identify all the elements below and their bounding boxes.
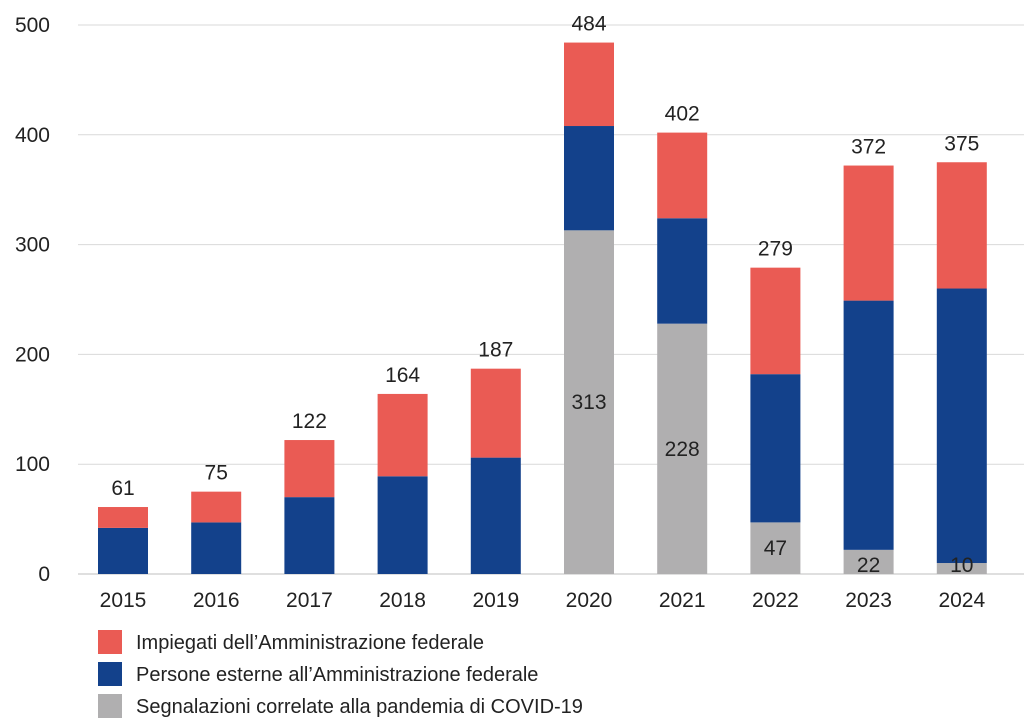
x-tick-label: 2022 (752, 589, 799, 612)
bar-segment (564, 230, 614, 575)
x-tick-label: 2015 (100, 589, 147, 612)
total-value-label: 164 (385, 364, 420, 387)
bar-segment (191, 522, 242, 574)
bar-segment (377, 476, 428, 574)
x-tick-label: 2023 (845, 589, 892, 612)
bar-segment (750, 522, 801, 574)
bar-segment (564, 126, 614, 231)
total-value-label: 61 (111, 477, 134, 500)
bar-segment (470, 368, 521, 458)
x-tick-label: 2020 (566, 589, 613, 612)
y-tick-label: 500 (15, 14, 50, 37)
bar-segment (564, 42, 614, 127)
bar-labels: 61 75 122 164 187 313 484 228 402 47 279 22 372 10 375 (111, 13, 979, 577)
segment-value-label: 228 (665, 438, 700, 461)
legend-swatch (98, 630, 122, 654)
x-tick-label: 2017 (286, 589, 333, 612)
bar-segment (750, 267, 801, 375)
x-tick-label: 2018 (379, 589, 426, 612)
total-value-label: 279 (758, 238, 793, 261)
bar-segment (936, 288, 987, 564)
legend-label: Segnalazioni correlate alla pandemia di … (136, 696, 583, 718)
total-value-label: 75 (205, 462, 228, 485)
bar-segment (843, 165, 894, 301)
bar-segment (750, 374, 801, 523)
x-tick-label: 2016 (193, 589, 240, 612)
bar-segment (284, 497, 335, 574)
bar-segment (843, 300, 894, 550)
bar-segment (98, 527, 148, 574)
y-tick-label: 0 (38, 563, 50, 586)
segment-value-label: 47 (764, 537, 787, 560)
legend-swatch (98, 694, 122, 718)
x-axis-ticks: 2015 2016 2017 2018 2019 2020 2021 2022 2023 2024 (100, 589, 986, 612)
bar-segment (98, 507, 148, 528)
bar-segment (284, 440, 335, 498)
bar-segment (657, 132, 708, 219)
y-tick-label: 200 (15, 343, 50, 366)
total-value-label: 372 (851, 136, 886, 159)
y-tick-label: 100 (15, 453, 50, 476)
x-tick-label: 2024 (938, 589, 985, 612)
bar-segment (936, 162, 987, 289)
bar-segment (936, 563, 987, 574)
bar-segment (377, 393, 428, 477)
y-tick-label: 300 (15, 234, 50, 257)
segment-value-label: 10 (950, 554, 973, 577)
total-value-label: 484 (571, 13, 606, 36)
total-value-label: 402 (665, 103, 700, 126)
segment-value-label: 22 (857, 554, 880, 577)
bar-segment (470, 457, 521, 574)
legend-label: Impiegati dell’Amministrazione federale (136, 632, 484, 654)
total-value-label: 122 (292, 410, 327, 433)
bar-segment (843, 549, 894, 574)
y-tick-label: 400 (15, 124, 50, 147)
x-tick-label: 2019 (472, 589, 519, 612)
total-value-label: 375 (944, 132, 979, 155)
bar-segment (657, 218, 708, 324)
total-value-label: 187 (478, 339, 513, 362)
x-tick-label: 2021 (659, 589, 706, 612)
legend: Impiegati dell’Amministrazione federale P… (98, 630, 583, 718)
legend-label: Persone esterne all’Amministrazione fede… (136, 664, 538, 686)
bar-segment (657, 323, 708, 574)
segment-value-label: 313 (571, 391, 606, 414)
bar-segment (191, 491, 242, 523)
bars (98, 42, 987, 575)
legend-swatch (98, 662, 122, 686)
y-axis-ticks: 0 100 200 300 400 500 (15, 14, 50, 586)
